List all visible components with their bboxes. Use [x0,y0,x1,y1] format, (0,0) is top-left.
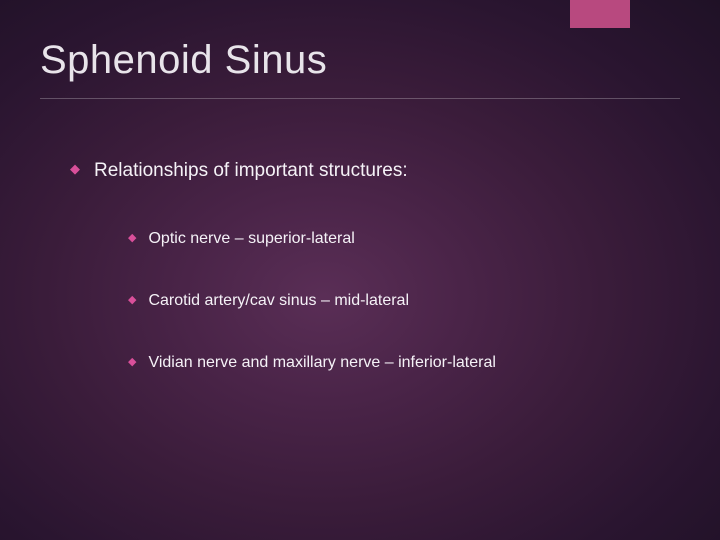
bullet-level2: ◆ Carotid artery/cav sinus – mid-lateral [128,292,660,310]
accent-tab [570,0,630,28]
diamond-bullet-icon: ◆ [128,292,136,310]
bullet-level2: ◆ Optic nerve – superior-lateral [128,230,660,248]
list-item-text: Optic nerve – superior-lateral [148,230,354,248]
diamond-bullet-icon: ◆ [128,230,136,248]
bullet-level1: ◆ Relationships of important structures: [70,160,660,182]
diamond-bullet-icon: ◆ [70,160,80,178]
heading-text: Relationships of important structures: [94,160,408,182]
slide-title: Sphenoid Sinus [40,38,327,83]
list-item-text: Vidian nerve and maxillary nerve – infer… [148,354,495,372]
title-underline [40,98,680,99]
slide: Sphenoid Sinus ◆ Relationships of import… [0,0,720,540]
bullet-level2: ◆ Vidian nerve and maxillary nerve – inf… [128,354,660,372]
diamond-bullet-icon: ◆ [128,354,136,372]
slide-content: ◆ Relationships of important structures:… [70,160,660,416]
list-item-text: Carotid artery/cav sinus – mid-lateral [148,292,409,310]
